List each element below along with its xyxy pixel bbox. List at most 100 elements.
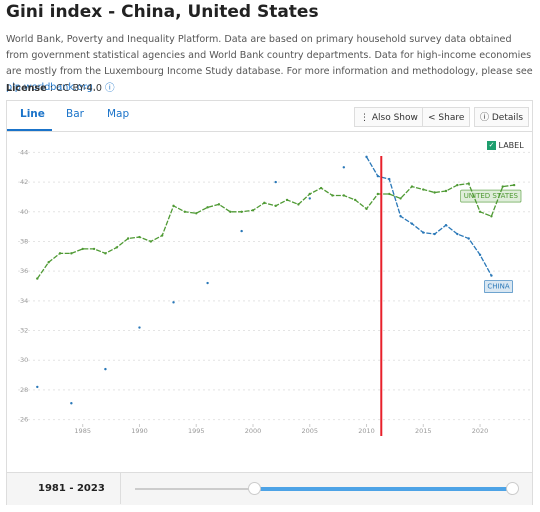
point	[81, 247, 84, 251]
range-divider	[120, 472, 121, 504]
point	[433, 232, 436, 236]
point	[36, 277, 39, 280]
point	[365, 155, 368, 159]
tab[interactable]: Bar	[66, 108, 84, 120]
point	[422, 188, 425, 191]
point	[263, 201, 266, 205]
tab-divider	[7, 131, 532, 132]
x-tick-label: 2005	[301, 427, 318, 435]
point	[456, 232, 459, 236]
point	[388, 192, 391, 196]
info-icon[interactable]: ⓘ	[105, 83, 115, 94]
point	[478, 253, 482, 257]
point	[217, 203, 221, 206]
point	[467, 182, 470, 185]
point	[285, 198, 289, 202]
point	[410, 185, 414, 188]
point	[172, 301, 175, 304]
range-text: 1981 - 2023	[38, 483, 105, 494]
point	[308, 192, 311, 196]
point	[104, 367, 107, 371]
point	[501, 185, 504, 188]
point	[410, 222, 414, 225]
point	[183, 210, 187, 213]
button-label: Also Show	[371, 113, 418, 123]
slider-handle[interactable]	[506, 482, 519, 495]
point	[478, 210, 482, 213]
details-button[interactable]: ⓘ Details	[474, 107, 530, 127]
source-link[interactable]: pip.worldbank.org	[6, 82, 93, 93]
label-toggle-text: LABEL	[498, 141, 524, 150]
point	[149, 240, 153, 243]
description: World Bank, Poverty and Inequality Platf…	[6, 32, 536, 96]
point	[319, 186, 323, 190]
y-tick-label: 32	[20, 327, 28, 335]
license-value: : CC BY-4.0	[49, 83, 102, 94]
slider-selection	[255, 487, 513, 491]
y-tick-label: 28	[20, 386, 28, 394]
point	[467, 237, 470, 240]
x-tick-label: 2010	[358, 427, 375, 435]
button-label: Share	[438, 113, 465, 123]
point	[70, 252, 73, 255]
point	[138, 235, 141, 239]
series-label-box	[460, 189, 522, 203]
tab[interactable]: Line	[20, 108, 45, 120]
point	[365, 207, 368, 211]
point	[240, 229, 243, 233]
point	[308, 197, 311, 200]
point	[195, 212, 198, 215]
point	[251, 209, 255, 212]
point	[92, 247, 96, 251]
point	[36, 385, 39, 389]
point	[388, 177, 391, 181]
point	[138, 326, 141, 329]
tab-underline	[7, 129, 52, 131]
point	[399, 197, 402, 200]
point	[104, 252, 107, 255]
x-tick-label: 1995	[188, 427, 205, 435]
point	[274, 180, 277, 184]
y-tick-label: 34	[20, 297, 28, 305]
share-button[interactable]: < Share	[422, 107, 471, 127]
point	[229, 210, 232, 213]
series-line	[365, 156, 492, 276]
series-label: CHINA	[487, 283, 509, 291]
point	[70, 402, 73, 405]
point	[58, 252, 62, 255]
license-label: License	[6, 83, 47, 94]
point	[206, 281, 209, 285]
y-tick-label: 36	[20, 267, 28, 275]
point	[115, 246, 118, 249]
point	[399, 215, 402, 218]
x-tick-label: 1990	[131, 427, 148, 435]
description-text: World Bank, Poverty and Inequality Platf…	[6, 34, 533, 77]
point	[490, 215, 493, 218]
point	[376, 192, 380, 196]
point	[512, 183, 516, 187]
tab[interactable]: Map	[107, 108, 130, 120]
y-tick-label: 42	[20, 178, 28, 186]
point	[353, 198, 357, 202]
point	[342, 166, 346, 169]
x-tick-label: 2020	[472, 427, 489, 435]
y-tick-label: 30	[20, 356, 28, 364]
point	[456, 183, 459, 187]
point	[240, 210, 243, 213]
y-tick-label: 44	[20, 148, 28, 156]
slider-handle[interactable]	[248, 482, 261, 495]
point	[274, 204, 277, 208]
description-end: .	[92, 82, 96, 93]
point	[490, 274, 493, 277]
y-tick-label: 26	[20, 416, 28, 424]
point	[342, 194, 346, 197]
y-tick-label: 38	[20, 237, 28, 245]
label-toggle[interactable]: ✓ LABEL	[487, 141, 524, 150]
point	[422, 231, 425, 234]
x-tick-label: 2015	[415, 427, 432, 435]
point	[47, 261, 50, 264]
point	[331, 194, 334, 197]
point	[160, 234, 164, 237]
button-label: Details	[491, 113, 524, 123]
